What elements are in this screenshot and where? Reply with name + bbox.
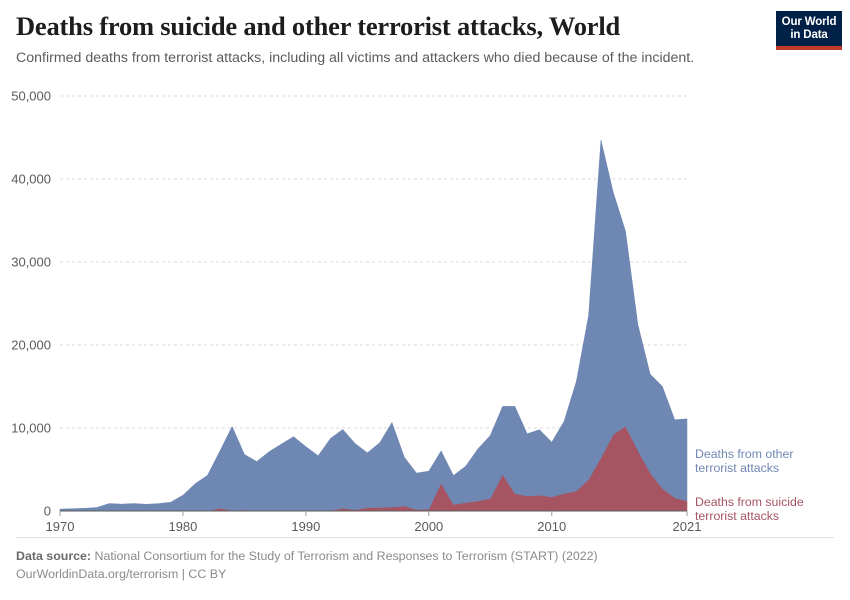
series-areas <box>59 139 688 512</box>
svg-text:0: 0 <box>44 504 51 519</box>
data-source-label: Data source: <box>16 548 92 563</box>
x-axis-ticks: 1970 1980 1990 2000 2010 2021 <box>46 511 702 534</box>
chart-subtitle: Confirmed deaths from terrorist attacks,… <box>16 49 695 66</box>
svg-text:terrorist attacks: terrorist attacks <box>695 509 779 523</box>
plot-area: 0 10,000 20,000 30,000 40,000 50,000 1970 1980… <box>0 82 850 537</box>
data-source-value: National Consortium for the Study of Ter… <box>91 548 598 563</box>
license-line[interactable]: OurWorldinData.org/terrorism | CC BY <box>16 567 227 582</box>
chart-canvas: 0 10,000 20,000 30,000 40,000 50,000 1970 1980… <box>11 89 804 535</box>
svg-text:Deaths from other: Deaths from other <box>695 447 793 461</box>
svg-text:40,000: 40,000 <box>11 172 51 187</box>
area-deaths-from-other-terrorist-attacks <box>59 139 688 512</box>
svg-text:terrorist attacks: terrorist attacks <box>695 461 779 475</box>
data-source-line: Data source: National Consortium for the… <box>16 547 834 566</box>
owid-logo[interactable]: Our World in Data <box>776 11 842 51</box>
owid-logo-line-2: in Data <box>790 29 828 42</box>
svg-text:30,000: 30,000 <box>11 255 51 270</box>
svg-text:2010: 2010 <box>537 519 566 534</box>
svg-text:Deaths from suicide: Deaths from suicide <box>695 495 804 509</box>
svg-text:50,000: 50,000 <box>11 89 51 104</box>
owid-logo-line-1: Our World <box>781 16 837 28</box>
svg-text:1980: 1980 <box>168 519 197 534</box>
svg-text:20,000: 20,000 <box>11 338 51 353</box>
y-axis-ticks: 0 10,000 20,000 30,000 40,000 50,000 <box>11 89 51 519</box>
svg-text:1990: 1990 <box>291 519 320 534</box>
chart-header: Deaths from suicide and other terrorist … <box>16 11 834 80</box>
svg-text:10,000: 10,000 <box>11 421 51 436</box>
svg-text:2000: 2000 <box>414 519 443 534</box>
chart-footer: Data source: National Consortium for the… <box>16 536 834 584</box>
svg-text:1970: 1970 <box>46 519 75 534</box>
page-title: Deaths from suicide and other terrorist … <box>16 11 621 41</box>
svg-text:2021: 2021 <box>673 519 702 534</box>
